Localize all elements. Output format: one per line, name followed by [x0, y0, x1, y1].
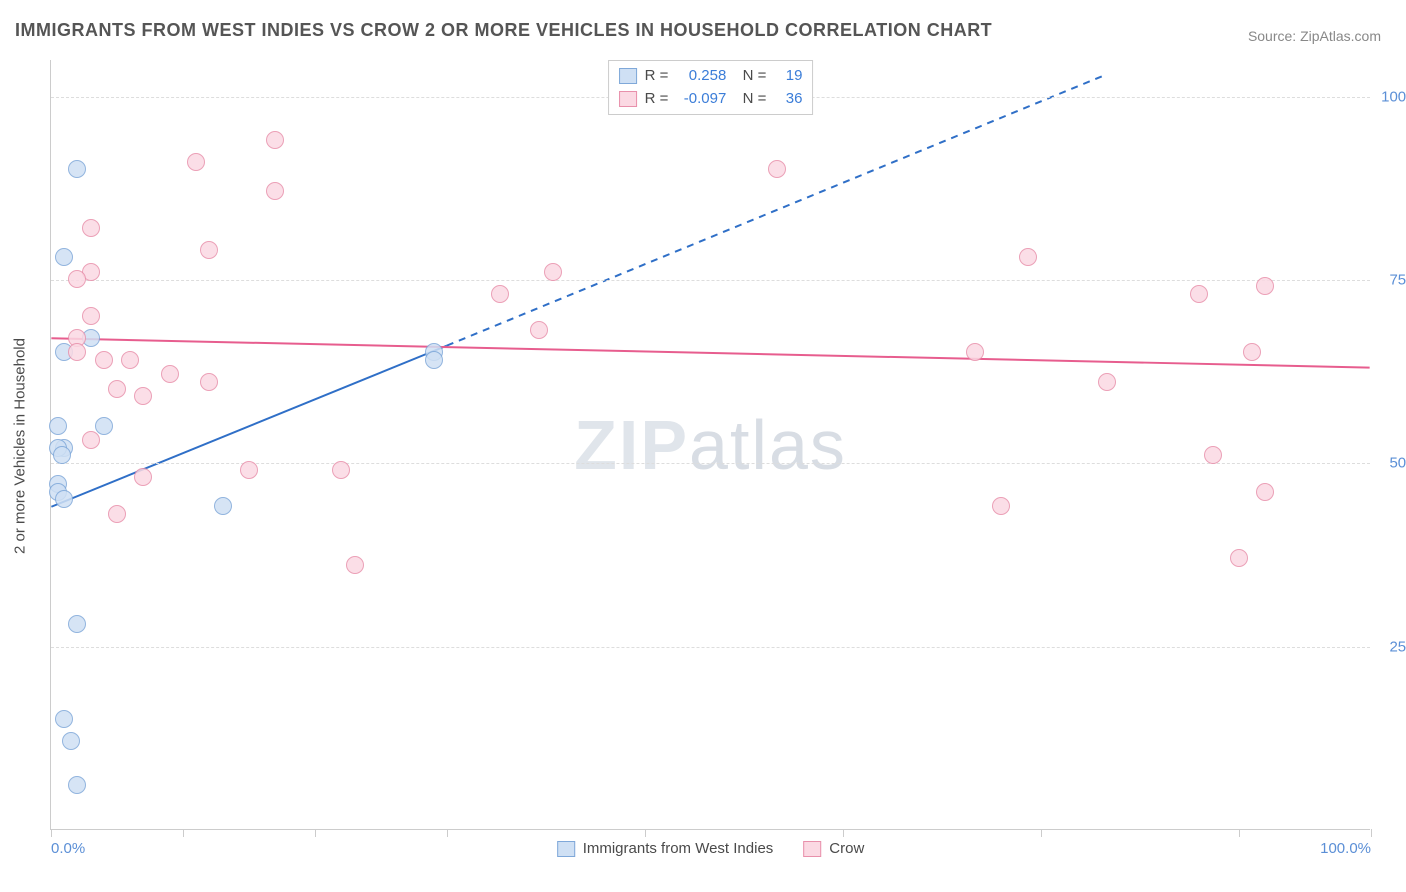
data-point-pink [992, 497, 1010, 515]
r-label: R = [645, 65, 669, 88]
data-point-pink [966, 343, 984, 361]
swatch-icon [619, 91, 637, 107]
legend-item: Immigrants from West Indies [557, 840, 774, 857]
x-tick [183, 829, 184, 837]
data-point-pink [266, 182, 284, 200]
chart-container: IMMIGRANTS FROM WEST INDIES VS CROW 2 OR… [0, 0, 1406, 892]
x-tick [843, 829, 844, 837]
swatch-icon [619, 68, 637, 84]
data-point-pink [187, 153, 205, 171]
legend-row-pink: R = -0.097 N = 36 [619, 88, 803, 111]
watermark-atlas: atlas [689, 406, 847, 484]
data-point-pink [134, 468, 152, 486]
trend-lines [51, 60, 1370, 829]
y-axis-label: 2 or more Vehicles in Household [12, 338, 29, 554]
data-point-blue [425, 351, 443, 369]
data-point-pink [82, 219, 100, 237]
data-point-pink [1019, 248, 1037, 266]
x-tick-label: 0.0% [51, 840, 85, 857]
watermark-zip: ZIP [574, 406, 689, 484]
data-point-pink [1256, 277, 1274, 295]
data-point-blue [55, 490, 73, 508]
x-tick [1239, 829, 1240, 837]
data-point-blue [68, 776, 86, 794]
r-value: 0.258 [676, 65, 726, 88]
y-tick-label: 50.0% [1389, 455, 1406, 472]
data-point-pink [346, 556, 364, 574]
data-point-blue [62, 732, 80, 750]
data-point-pink [108, 380, 126, 398]
data-point-blue [95, 417, 113, 435]
legend-label: Immigrants from West Indies [583, 840, 774, 857]
data-point-pink [68, 343, 86, 361]
swatch-icon [557, 841, 575, 857]
data-point-pink [1243, 343, 1261, 361]
data-point-pink [134, 387, 152, 405]
data-point-pink [68, 270, 86, 288]
data-point-pink [200, 373, 218, 391]
legend-item: Crow [803, 840, 864, 857]
x-tick [1041, 829, 1042, 837]
data-point-pink [332, 461, 350, 479]
data-point-pink [121, 351, 139, 369]
data-point-pink [240, 461, 258, 479]
y-tick-label: 75.0% [1389, 272, 1406, 289]
x-tick-label: 100.0% [1320, 840, 1371, 857]
gridline [51, 647, 1370, 648]
data-point-blue [68, 160, 86, 178]
data-point-blue [214, 497, 232, 515]
x-tick [447, 829, 448, 837]
data-point-pink [82, 431, 100, 449]
data-point-blue [55, 710, 73, 728]
x-tick [1371, 829, 1372, 837]
legend-series: Immigrants from West Indies Crow [557, 840, 865, 857]
data-point-pink [491, 285, 509, 303]
n-value: 36 [774, 88, 802, 111]
watermark: ZIPatlas [574, 405, 847, 485]
data-point-blue [55, 248, 73, 266]
x-tick [51, 829, 52, 837]
source-label: Source: ZipAtlas.com [1248, 28, 1381, 44]
legend-row-blue: R = 0.258 N = 19 [619, 65, 803, 88]
data-point-pink [1204, 446, 1222, 464]
y-tick-label: 100.0% [1381, 88, 1406, 105]
swatch-icon [803, 841, 821, 857]
gridline [51, 280, 1370, 281]
n-label: N = [734, 65, 766, 88]
data-point-pink [530, 321, 548, 339]
x-tick [315, 829, 316, 837]
plot-area: ZIPatlas 25.0%50.0%75.0%100.0%0.0%100.0%… [50, 60, 1370, 830]
r-label: R = [645, 88, 669, 111]
data-point-blue [49, 417, 67, 435]
data-point-pink [1256, 483, 1274, 501]
n-value: 19 [774, 65, 802, 88]
legend-label: Crow [829, 840, 864, 857]
data-point-pink [82, 307, 100, 325]
r-value: -0.097 [676, 88, 726, 111]
data-point-pink [768, 160, 786, 178]
data-point-pink [544, 263, 562, 281]
data-point-pink [95, 351, 113, 369]
data-point-pink [1230, 549, 1248, 567]
legend-stats: R = 0.258 N = 19 R = -0.097 N = 36 [608, 60, 814, 115]
data-point-pink [1098, 373, 1116, 391]
data-point-pink [108, 505, 126, 523]
data-point-blue [53, 446, 71, 464]
x-tick [645, 829, 646, 837]
data-point-pink [161, 365, 179, 383]
y-tick-label: 25.0% [1389, 638, 1406, 655]
data-point-pink [266, 131, 284, 149]
data-point-pink [1190, 285, 1208, 303]
n-label: N = [734, 88, 766, 111]
data-point-pink [200, 241, 218, 259]
chart-title: IMMIGRANTS FROM WEST INDIES VS CROW 2 OR… [15, 20, 992, 41]
data-point-blue [68, 615, 86, 633]
